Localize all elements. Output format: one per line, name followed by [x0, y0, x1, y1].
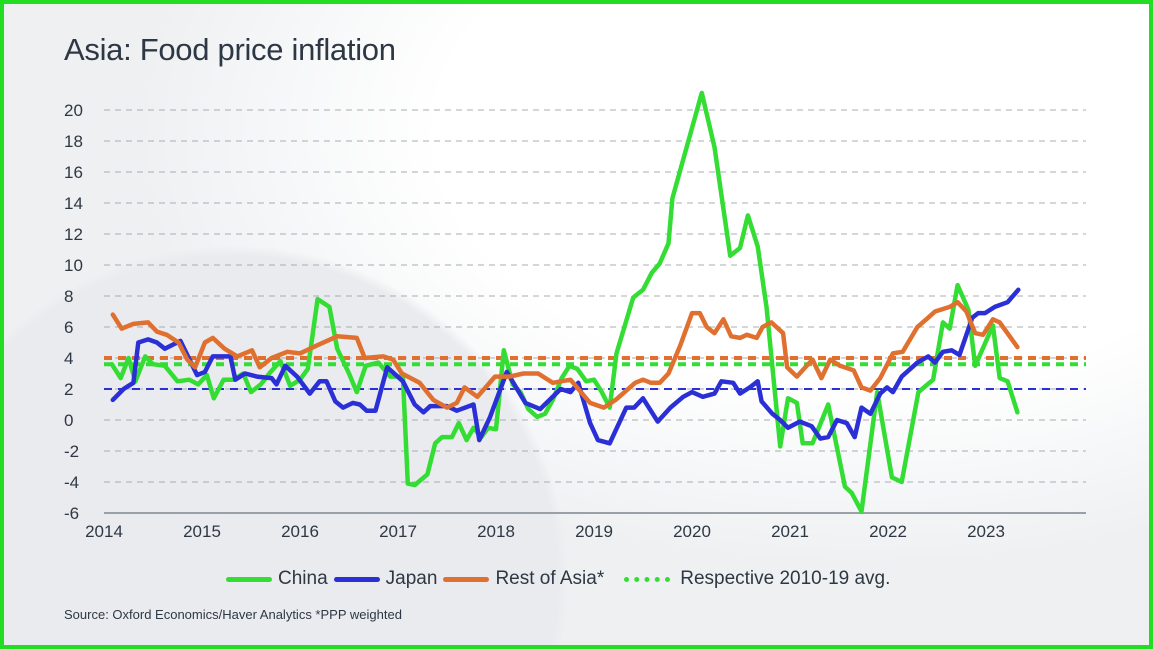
- legend-item-rest-of-asia: Rest of Asia*: [443, 568, 604, 590]
- x-tick-label: 2019: [575, 522, 613, 541]
- y-tick-label: 6: [64, 318, 73, 337]
- y-tick-label: 20: [64, 101, 83, 120]
- y-tick-label: 8: [64, 287, 73, 306]
- legend-label-china: China: [278, 568, 328, 589]
- legend: China Japan Rest of Asia* Respective 201…: [226, 568, 896, 590]
- y-tick-label: 4: [64, 349, 73, 368]
- y-tick-label: -2: [64, 442, 79, 461]
- x-tick-label: 2014: [85, 522, 123, 541]
- series-line-japan: [110, 287, 1021, 446]
- y-tick-label: 18: [64, 132, 83, 151]
- legend-item-japan: Japan: [333, 568, 438, 590]
- y-tick-label: 2: [64, 380, 73, 399]
- x-tick-label: 2022: [869, 522, 907, 541]
- y-tick-label: 0: [64, 411, 73, 430]
- x-tick-label: 2018: [477, 522, 515, 541]
- legend-item-average: Respective 2010-19 avg.: [610, 568, 890, 590]
- legend-swatch-average: [624, 576, 671, 582]
- x-tick-label: 2017: [379, 522, 417, 541]
- y-tick-label: -6: [64, 504, 79, 523]
- line-chart: -6 -4 -2 0 2 4 6 8 10 12 14 16 18 20 2014 2015 2016 2017 2…: [64, 90, 1086, 541]
- y-tick-label: -4: [64, 473, 79, 492]
- legend-label-average: Respective 2010-19 avg.: [680, 568, 891, 589]
- x-tick-label: 2021: [771, 522, 809, 541]
- legend-swatch-japan: [333, 576, 380, 582]
- x-tick-label: 2015: [183, 522, 221, 541]
- legend-label-rest-of-asia: Rest of Asia*: [495, 568, 605, 589]
- y-tick-label: 12: [64, 225, 83, 244]
- source-note: Source: Oxford Economics/Haver Analytics…: [64, 607, 402, 622]
- x-tick-label: 2020: [673, 522, 711, 541]
- y-tick-label: 10: [64, 256, 83, 275]
- x-tick-label: 2023: [967, 522, 1005, 541]
- x-tick-label: 2016: [281, 522, 319, 541]
- legend-label-japan: Japan: [385, 568, 438, 589]
- y-tick-label: 14: [64, 194, 83, 213]
- series-line-china: [109, 90, 1020, 514]
- series-line-rest-of-asia: [110, 299, 1020, 410]
- legend-swatch-china: [226, 576, 272, 582]
- y-tick-label: 16: [64, 163, 83, 182]
- chart-title: Asia: Food price inflation: [64, 32, 396, 67]
- legend-item-china: China: [226, 568, 328, 590]
- legend-swatch-rest-of-asia: [443, 576, 490, 582]
